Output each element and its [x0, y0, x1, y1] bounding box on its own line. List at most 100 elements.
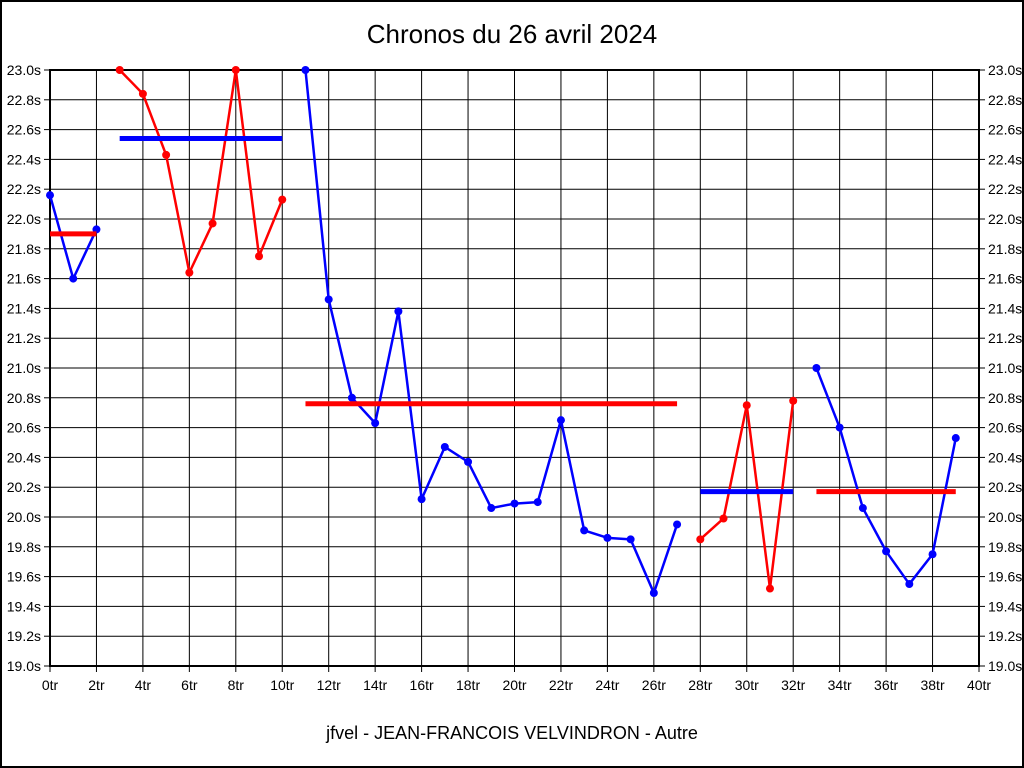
y-axis-tick-label-right: 22.4s	[988, 151, 1022, 167]
data-point-stint-3	[394, 307, 403, 316]
x-axis-tick-label: 20tr	[502, 677, 526, 693]
y-axis-tick-label-left: 19.6s	[7, 569, 41, 585]
data-point-stint-3	[417, 495, 426, 504]
y-axis-tick-label-right: 22.6s	[988, 122, 1022, 138]
x-axis-tick-label: 16tr	[410, 677, 434, 693]
x-axis-tick-label: 26tr	[642, 677, 666, 693]
x-axis-tick-label: 12tr	[317, 677, 341, 693]
y-axis-tick-label-left: 21.6s	[7, 271, 41, 287]
y-axis-tick-label-left: 21.4s	[7, 300, 41, 316]
data-point-stint-2	[255, 252, 264, 261]
y-axis-tick-label-right: 22.8s	[988, 92, 1022, 108]
x-axis-tick-label: 22tr	[549, 677, 573, 693]
x-axis-tick-label: 8tr	[228, 677, 245, 693]
series-line-stint-2	[118, 68, 284, 274]
x-axis-tick-label: 36tr	[874, 677, 898, 693]
y-axis-tick-label-right: 21.4s	[988, 300, 1022, 316]
y-axis-tick-label-left: 20.2s	[7, 479, 41, 495]
y-axis-tick-label-right: 19.6s	[988, 569, 1022, 585]
series-line-stint-1	[48, 194, 98, 280]
x-axis-tick-label: 40tr	[967, 677, 991, 693]
data-point-stint-1	[69, 274, 78, 283]
y-axis-tick-label-left: 19.4s	[7, 598, 41, 614]
plot-border	[49, 69, 980, 667]
data-point-stint-2	[278, 195, 287, 204]
data-point-stint-3	[556, 416, 565, 425]
y-axis-tick-label-right: 20.0s	[988, 509, 1022, 525]
y-axis-tick-label-right: 19.0s	[988, 658, 1022, 674]
y-axis-tick-label-left: 22.4s	[7, 151, 41, 167]
y-axis-tick-label-left: 21.2s	[7, 330, 41, 346]
y-axis-tick-label-right: 22.0s	[988, 211, 1022, 227]
data-point-stint-3	[487, 504, 496, 513]
y-axis-tick-label-left: 20.4s	[7, 449, 41, 465]
x-axis-tick-label: 2tr	[88, 677, 105, 693]
x-axis-tick-label: 18tr	[456, 677, 480, 693]
data-point-stint-3	[510, 499, 519, 508]
y-axis-tick-label-left: 20.6s	[7, 420, 41, 436]
data-point-stint-3	[580, 526, 589, 535]
y-axis-tick-label-right: 21.0s	[988, 360, 1022, 376]
data-point-stint-5	[905, 580, 914, 589]
x-axis-tick-label: 30tr	[735, 677, 759, 693]
chart-footer-caption: jfvel - JEAN-FRANCOIS VELVINDRON - Autre	[326, 723, 698, 743]
data-point-stint-5	[928, 550, 937, 559]
y-axis-tick-label-right: 22.2s	[988, 181, 1022, 197]
data-point-stint-3	[347, 393, 356, 402]
data-point-stint-4	[765, 584, 774, 593]
data-point-stint-4	[696, 535, 705, 544]
chart-title: Chronos du 26 avril 2024	[366, 19, 658, 49]
data-point-stint-2	[231, 66, 240, 74]
data-point-stint-5	[858, 504, 867, 513]
data-point-stint-3	[324, 295, 333, 304]
data-point-stint-3	[649, 588, 658, 597]
x-axis-tick-label: 6tr	[181, 677, 198, 693]
data-point-stint-3	[626, 535, 635, 544]
data-point-stint-3	[440, 442, 449, 451]
x-axis-tick-label: 34tr	[828, 677, 852, 693]
data-point-stint-2	[185, 268, 194, 277]
y-axis-tick-label-right: 19.2s	[988, 628, 1022, 644]
data-point-stint-3	[301, 66, 310, 74]
y-axis-tick-label-left: 22.2s	[7, 181, 41, 197]
x-axis-tick-label: 24tr	[595, 677, 619, 693]
x-axis-tick-label: 10tr	[270, 677, 294, 693]
data-point-stint-4	[742, 401, 751, 410]
y-axis-tick-label-left: 23.0s	[7, 62, 41, 78]
data-point-stint-3	[673, 520, 682, 529]
data-point-stint-4	[719, 514, 728, 523]
data-point-stint-5	[882, 547, 891, 556]
x-axis-tick-label: 38tr	[920, 677, 944, 693]
y-axis-tick-label-left: 22.6s	[7, 122, 41, 138]
y-axis-tick-label-right: 20.4s	[988, 449, 1022, 465]
y-axis-tick-label-left: 20.0s	[7, 509, 41, 525]
y-axis-tick-label-right: 19.4s	[988, 598, 1022, 614]
data-point-stint-5	[812, 364, 821, 372]
y-axis-tick-label-right: 20.2s	[988, 479, 1022, 495]
data-point-stint-3	[603, 533, 612, 542]
y-axis-tick-label-right: 21.8s	[988, 241, 1022, 257]
y-axis-tick-label-left: 22.8s	[7, 92, 41, 108]
x-axis-tick-label: 0tr	[42, 677, 59, 693]
data-point-stint-2	[138, 89, 147, 98]
y-axis-tick-label-right: 21.2s	[988, 330, 1022, 346]
y-axis-tick-label-left: 22.0s	[7, 211, 41, 227]
y-axis-tick-label-right: 23.0s	[988, 62, 1022, 78]
y-axis-tick-label-left: 19.8s	[7, 539, 41, 555]
data-point-stint-2	[115, 66, 124, 74]
y-axis-tick-label-left: 21.8s	[7, 241, 41, 257]
data-point-stint-3	[533, 498, 542, 507]
x-axis-tick-label: 14tr	[363, 677, 387, 693]
x-axis-tick-label: 32tr	[781, 677, 805, 693]
data-point-stint-1	[46, 191, 54, 200]
data-point-stint-5	[835, 423, 844, 432]
y-axis-tick-label-left: 21.0s	[7, 360, 41, 376]
y-axis-tick-label-left: 20.8s	[7, 390, 41, 406]
data-point-stint-2	[162, 150, 171, 159]
data-point-stint-3	[371, 419, 380, 428]
x-axis-tick-label: 4tr	[135, 677, 152, 693]
data-point-stint-4	[789, 396, 798, 405]
data-point-stint-2	[208, 219, 217, 228]
